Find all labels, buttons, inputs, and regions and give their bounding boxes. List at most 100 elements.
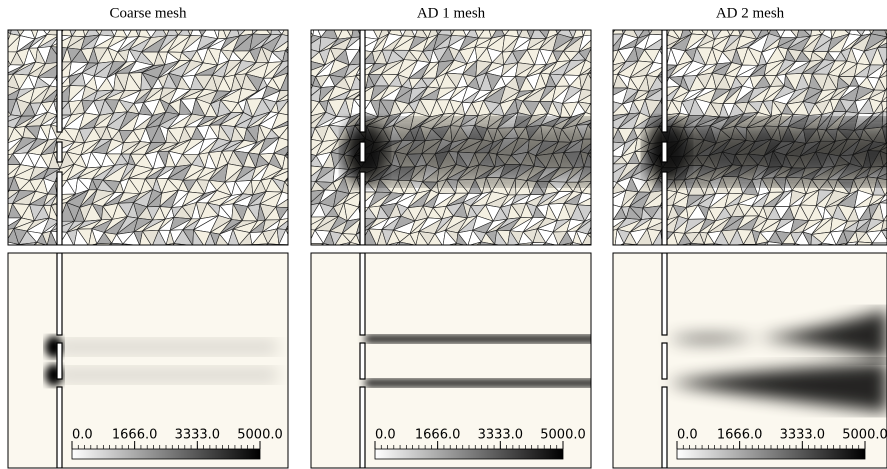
mesh-cell — [284, 180, 288, 188]
colorbar — [676, 448, 866, 460]
mesh-cell — [296, 152, 307, 167]
colorbar-tick-label: 1666.0 — [112, 428, 158, 443]
mesh-cell — [289, 99, 299, 116]
mesh-cell — [290, 113, 310, 125]
mesh-cell — [766, 241, 784, 245]
mesh-cell — [295, 76, 309, 90]
mesh-cell — [881, 227, 887, 231]
mesh-cell — [290, 125, 302, 143]
mesh-cell — [290, 113, 310, 126]
field-bg — [311, 253, 591, 468]
mesh-cell — [435, 30, 443, 36]
mesh-cell — [294, 22, 305, 39]
mesh-cell — [700, 30, 708, 36]
mesh-cell — [593, 193, 612, 206]
colorbar-tick-label: 5000.0 — [237, 428, 283, 443]
mesh-cell — [289, 193, 307, 208]
mesh-cell — [587, 73, 591, 80]
mesh-cell — [884, 30, 887, 38]
mesh-cell — [17, 30, 25, 37]
mesh-cell — [619, 243, 625, 245]
mesh-cell — [882, 106, 887, 113]
mesh-cell — [337, 242, 351, 245]
mesh-cell — [284, 178, 288, 182]
mesh-cell — [597, 128, 610, 144]
mesh-cell — [284, 150, 288, 156]
mesh-cell — [33, 242, 38, 245]
wall — [661, 253, 668, 336]
mesh-cell — [599, 103, 608, 117]
wall — [56, 141, 63, 163]
mesh-cell — [593, 204, 603, 217]
mesh-cell — [285, 45, 288, 51]
mesh — [8, 22, 310, 245]
mesh-cell — [237, 30, 246, 37]
mesh-cell — [294, 126, 307, 142]
mesh-cell — [587, 69, 591, 75]
mesh-cell — [877, 36, 887, 49]
mesh-cell — [386, 241, 400, 245]
mesh-cell — [541, 242, 546, 245]
mesh-cell — [286, 72, 288, 74]
mesh-cell — [281, 154, 288, 170]
mesh-cell — [289, 90, 310, 103]
panel-title: Coarse mesh — [109, 5, 187, 21]
mesh-cell — [844, 30, 851, 35]
mesh-cell — [589, 102, 591, 105]
wall — [359, 253, 366, 336]
mesh-cell — [531, 242, 547, 245]
frame — [7, 252, 289, 469]
plume — [57, 367, 277, 383]
mesh-cell — [592, 47, 602, 65]
mesh-cell — [883, 56, 887, 66]
mesh-cell — [880, 96, 887, 103]
mesh-cell — [35, 242, 48, 245]
mesh-cell — [10, 30, 21, 36]
mesh-cell — [284, 176, 288, 182]
mesh-cell — [187, 30, 194, 37]
mesh-cell — [450, 30, 467, 37]
mesh-cell — [517, 242, 535, 245]
frame — [7, 29, 289, 246]
mesh-cell — [348, 242, 361, 245]
panel-title: AD 1 mesh — [417, 5, 486, 21]
wall — [56, 386, 63, 468]
mesh-cell — [590, 103, 591, 105]
mesh-cell — [395, 241, 401, 245]
mesh-cell — [869, 30, 875, 35]
mesh-cell — [289, 90, 310, 99]
colorbar-tick-label: 3333.0 — [478, 428, 524, 443]
colorbar-tick-label: 3333.0 — [780, 428, 826, 443]
mesh-cell — [282, 50, 288, 63]
mesh-cell — [597, 182, 613, 195]
mesh-cell — [346, 242, 351, 245]
plume — [57, 339, 277, 355]
mesh-cell — [476, 241, 482, 245]
wall — [661, 171, 668, 245]
wall — [661, 386, 668, 468]
mesh-cell — [297, 103, 310, 117]
field — [311, 253, 591, 468]
wall — [661, 30, 668, 133]
wall — [359, 386, 366, 468]
mesh-cell — [593, 193, 612, 206]
mesh-cell — [597, 74, 613, 92]
mesh-cell — [881, 220, 887, 232]
mesh-cell — [819, 242, 823, 245]
mesh-cell — [95, 30, 103, 36]
mesh-cell — [881, 100, 887, 113]
frame — [310, 252, 592, 469]
mesh-cell — [590, 244, 608, 260]
plume — [667, 309, 887, 360]
mesh-cell — [43, 30, 51, 35]
plume — [365, 335, 591, 343]
mesh-cell — [587, 233, 591, 239]
mesh-cell — [881, 89, 887, 103]
colorbar-tick-label: 0.0 — [72, 428, 93, 443]
wall — [359, 30, 366, 133]
mesh-cell — [296, 47, 306, 63]
mesh-cell — [288, 22, 300, 37]
frame — [612, 29, 887, 246]
mesh-cell — [597, 21, 613, 37]
